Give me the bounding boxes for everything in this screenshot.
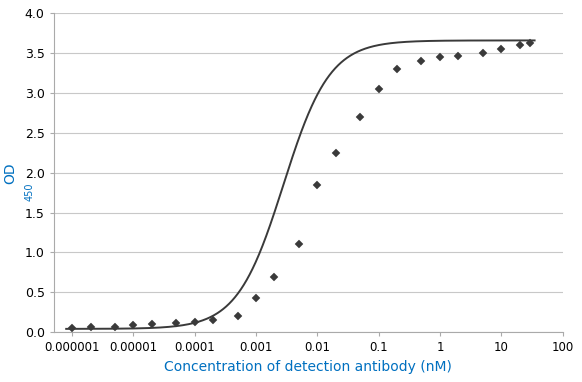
Text: 450: 450	[24, 183, 34, 201]
X-axis label: Concentration of detection antibody (nM): Concentration of detection antibody (nM)	[164, 360, 452, 374]
Text: OD: OD	[3, 162, 17, 183]
